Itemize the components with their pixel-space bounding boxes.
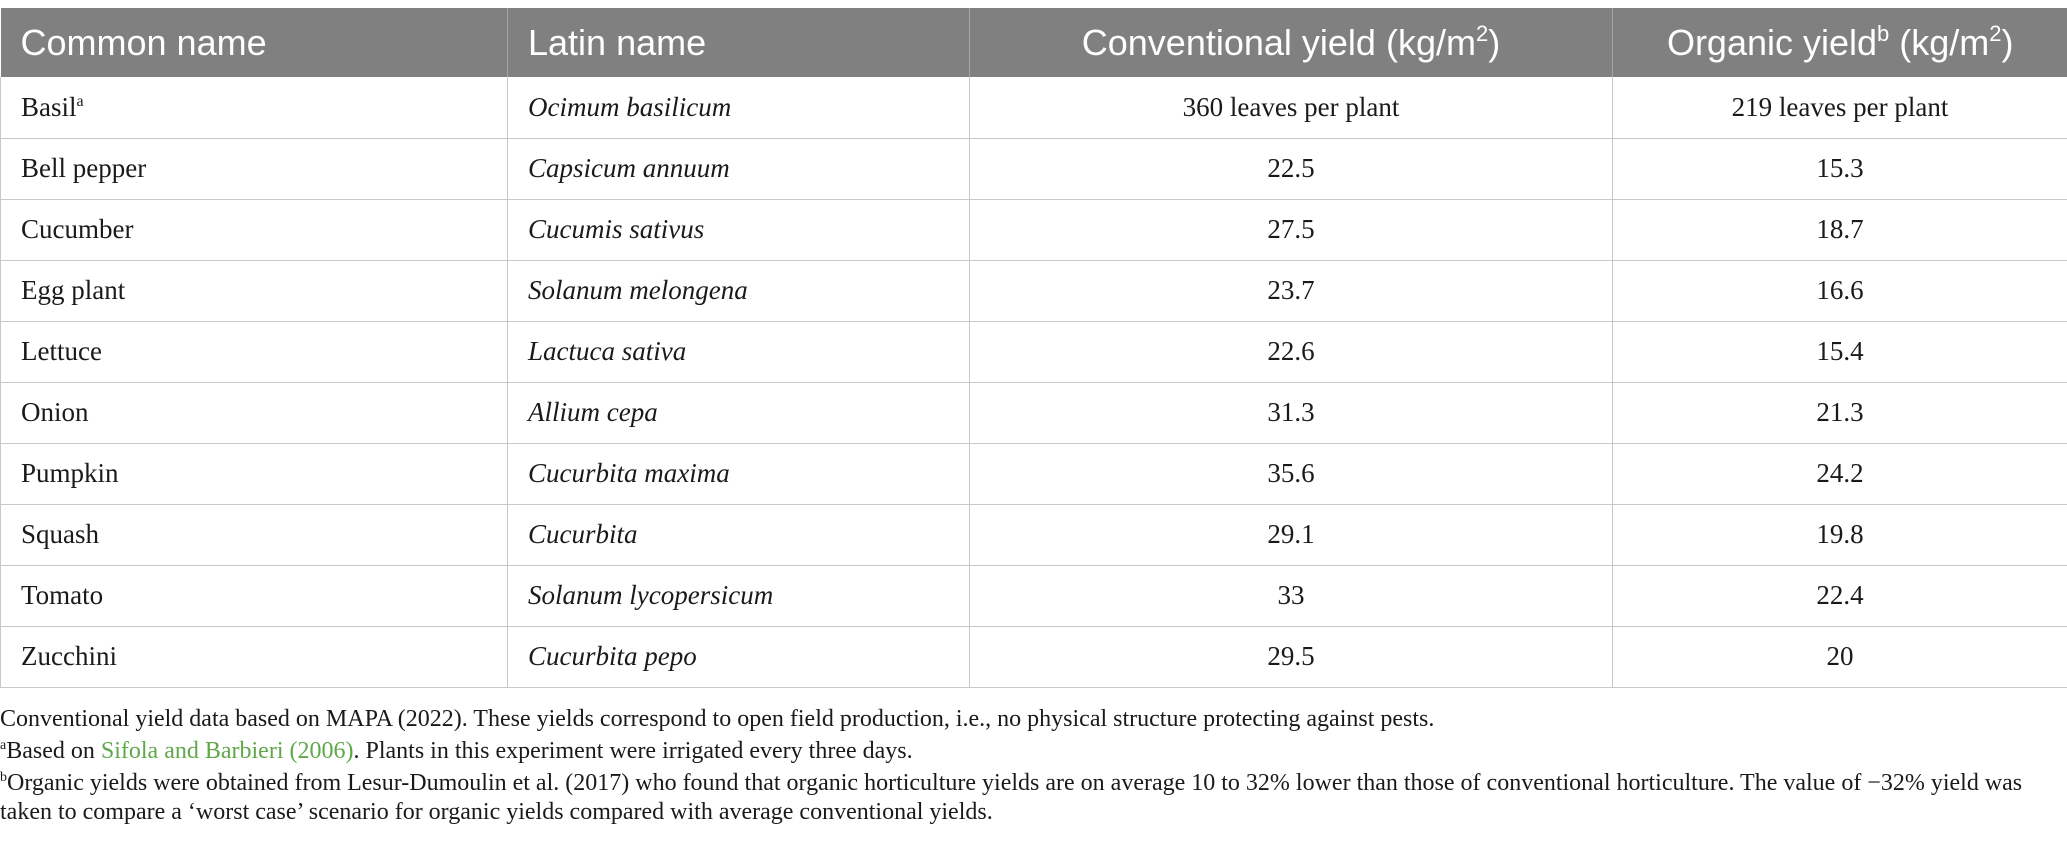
common-name-text: Basil (21, 91, 77, 122)
cell-common-name: Cucumber (0, 199, 508, 261)
common-name-text: Tomato (21, 580, 104, 610)
header-row: Common name Latin name Conventional yiel… (0, 8, 2067, 77)
cell-conventional-yield: 360 leaves per plant (969, 77, 1613, 139)
cell-common-name: Tomato (0, 565, 508, 627)
cell-conventional-yield: 27.5 (969, 199, 1613, 261)
header-conventional-yield-exponent: 2 (1475, 20, 1489, 46)
note-a-suffix: . Plants in this experiment were irrigat… (353, 738, 913, 764)
common-name-text: Bell pepper (21, 153, 147, 183)
note-a-prefix: Based on (6, 738, 101, 764)
cell-conventional-yield: 31.3 (969, 382, 1613, 444)
cell-organic-yield: 219 leaves per plant (1612, 77, 2067, 139)
note-b-marker: b (0, 770, 7, 785)
header-organic-yield-text: Organic yield (1666, 21, 1878, 63)
common-name-text: Pumpkin (21, 458, 119, 488)
note-general: Conventional yield data based on MAPA (2… (0, 706, 1435, 732)
header-latin-name: Latin name (507, 8, 970, 77)
header-conventional-yield-close: ) (1488, 21, 1501, 63)
table-row: Zucchini Cucurbita pepo 29.5 20 (0, 626, 2067, 688)
note-a: aBased on Sifola and Barbieri (2006). Pl… (0, 737, 2060, 766)
header-organic-yield-footnote: b (1877, 20, 1890, 46)
table-row: Pumpkin Cucurbita maxima 35.6 24.2 (0, 443, 2067, 505)
cell-latin-name: Solanum lycopersicum (507, 565, 970, 627)
cell-latin-name: Allium cepa (507, 382, 970, 444)
cell-conventional-yield: 33 (969, 565, 1613, 627)
common-name-text: Zucchini (21, 641, 117, 671)
header-organic-yield-unit: (kg/m (1889, 21, 1990, 63)
header-conventional-yield: Conventional yield (kg/m2) (969, 8, 1613, 77)
cell-latin-name: Solanum melongena (507, 260, 970, 322)
cell-organic-yield: 22.4 (1612, 565, 2067, 627)
header-organic-yield: Organic yieldb (kg/m2) (1612, 8, 2067, 77)
note-b-text: Organic yields were obtained from Lesur-… (0, 770, 2023, 825)
note-a-marker: a (0, 738, 7, 753)
common-name-text: Cucumber (21, 214, 134, 244)
cell-organic-yield: 20 (1612, 626, 2067, 688)
table-header: Common name Latin name Conventional yiel… (0, 8, 2067, 77)
cell-conventional-yield: 22.6 (969, 321, 1613, 383)
cell-common-name: Lettuce (0, 321, 508, 383)
note-b: bOrganic yields were obtained from Lesur… (0, 769, 2060, 827)
cell-conventional-yield: 22.5 (969, 138, 1613, 200)
cell-latin-name: Capsicum annuum (507, 138, 970, 200)
cell-organic-yield: 16.6 (1612, 260, 2067, 322)
cell-latin-name: Cucurbita pepo (507, 626, 970, 688)
cell-common-name: Zucchini (0, 626, 508, 688)
cell-organic-yield: 24.2 (1612, 443, 2067, 505)
cell-conventional-yield: 29.5 (969, 626, 1613, 688)
table-row: Lettuce Lactuca sativa 22.6 15.4 (0, 321, 2067, 383)
cell-common-name: Squash (0, 504, 508, 566)
table-row: Basila Ocimum basilicum 360 leaves per pla… (0, 77, 2067, 139)
note-a-citation-link[interactable]: Sifola and Barbieri (2006) (100, 738, 354, 764)
header-organic-yield-close: ) (2001, 21, 2014, 63)
header-common-name: Common name (0, 8, 508, 77)
common-name-text: Onion (21, 397, 89, 427)
table-row: Tomato Solanum lycopersicum 33 22.4 (0, 565, 2067, 627)
cell-organic-yield: 19.8 (1612, 504, 2067, 566)
cell-conventional-yield: 23.7 (969, 260, 1613, 322)
common-name-text: Squash (21, 519, 100, 549)
footnote-marker: a (76, 92, 84, 110)
cell-conventional-yield: 29.1 (969, 504, 1613, 566)
table-row: Squash Cucurbita 29.1 19.8 (0, 504, 2067, 566)
cell-latin-name: Ocimum basilicum (507, 77, 970, 139)
cell-latin-name: Cucurbita maxima (507, 443, 970, 505)
cell-latin-name: Cucurbita (507, 504, 970, 566)
cell-latin-name: Lactuca sativa (507, 321, 970, 383)
cell-common-name: Basila (0, 77, 508, 139)
cell-conventional-yield: 35.6 (969, 443, 1613, 505)
header-conventional-yield-text: Conventional yield (kg/m (1081, 21, 1476, 63)
common-name-text: Egg plant (21, 275, 126, 305)
table-body: Basila Ocimum basilicum 360 leaves per pla… (0, 77, 2067, 688)
table-row: Bell pepper Capsicum annuum 22.5 15.3 (0, 138, 2067, 200)
common-name-text: Lettuce (21, 336, 102, 366)
cell-organic-yield: 18.7 (1612, 199, 2067, 261)
cell-common-name: Egg plant (0, 260, 508, 322)
cell-common-name: Onion (0, 382, 508, 444)
cell-organic-yield: 15.3 (1612, 138, 2067, 200)
yield-table: Common name Latin name Conventional yiel… (0, 8, 2067, 688)
cell-organic-yield: 15.4 (1612, 321, 2067, 383)
header-organic-yield-exponent: 2 (1989, 20, 2002, 46)
cell-common-name: Pumpkin (0, 443, 508, 505)
table-row: Cucumber Cucumis sativus 27.5 18.7 (0, 199, 2067, 261)
cell-common-name: Bell pepper (0, 138, 508, 200)
cell-latin-name: Cucumis sativus (507, 199, 970, 261)
table-row: Onion Allium cepa 31.3 21.3 (0, 382, 2067, 444)
cell-organic-yield: 21.3 (1612, 382, 2067, 444)
table-notes: Conventional yield data based on MAPA (2… (0, 705, 2060, 830)
table-row: Egg plant Solanum melongena 23.7 16.6 (0, 260, 2067, 322)
